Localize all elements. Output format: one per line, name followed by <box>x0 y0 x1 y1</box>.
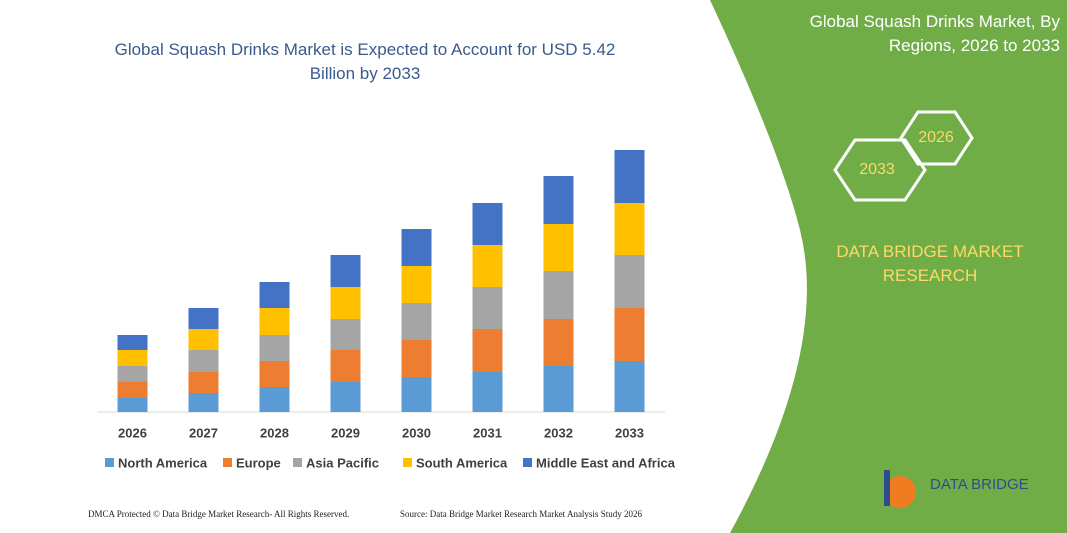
hex-label: 2033 <box>859 161 895 178</box>
bar-segment <box>259 308 290 335</box>
hex-label: 2026 <box>918 129 954 146</box>
legend-label: Middle East and Africa <box>536 455 676 470</box>
logo-icon <box>884 476 916 508</box>
chart-title: Global Squash Drinks Market is Expected … <box>114 40 616 83</box>
bar-segment <box>259 387 290 412</box>
bar-segment <box>472 287 503 329</box>
bar-segment <box>401 266 432 303</box>
bar-segment <box>259 335 290 361</box>
panel-title: Global Squash Drinks Market, By Regions,… <box>809 12 1060 55</box>
panel-bg <box>710 0 1067 533</box>
bar-segment <box>188 372 219 393</box>
bar-segment <box>259 282 290 308</box>
bar-segment <box>472 245 503 287</box>
x-tick-label: 2030 <box>402 425 431 440</box>
bar-segment <box>614 308 645 361</box>
legend-label: South America <box>416 455 508 470</box>
bar-segment <box>330 287 361 319</box>
legend-swatch <box>523 458 532 467</box>
brand-text: DATA BRIDGE MARKET RESEARCH <box>836 242 1024 285</box>
logo-text: DATA BRIDGE <box>930 476 1029 493</box>
bar-segment <box>117 350 148 366</box>
x-tick-label: 2026 <box>118 425 147 440</box>
bar-segment <box>543 319 574 366</box>
bar-segment <box>117 366 148 382</box>
bar-segment <box>330 382 361 412</box>
x-tick-label: 2032 <box>544 425 573 440</box>
bar-segment <box>472 329 503 372</box>
bar-segment <box>401 340 432 377</box>
legend-label: Europe <box>236 455 281 470</box>
x-tick-label: 2033 <box>615 425 644 440</box>
bar-segment <box>543 224 574 271</box>
x-tick-label: 2031 <box>473 425 502 440</box>
bar-segment <box>401 229 432 266</box>
bar-segment <box>330 319 361 350</box>
bar-segment <box>472 372 503 412</box>
bar-segment <box>614 203 645 255</box>
hexagon <box>899 110 974 166</box>
legend-label: North America <box>118 455 208 470</box>
bar-segment <box>401 303 432 340</box>
x-tick-label: 2029 <box>331 425 360 440</box>
logo-icon <box>884 470 890 506</box>
bar-segment <box>543 271 574 319</box>
bar-segment <box>472 203 503 245</box>
bar-segment <box>117 335 148 350</box>
legend-swatch <box>105 458 114 467</box>
bar-segment <box>543 176 574 224</box>
bar-segment <box>614 361 645 412</box>
footer-right: Source: Data Bridge Market Research Mark… <box>400 509 642 519</box>
bar-segment <box>117 398 148 412</box>
bar-segment <box>614 255 645 308</box>
hexagon <box>833 138 927 202</box>
bar-segment <box>614 150 645 203</box>
legend-swatch <box>223 458 232 467</box>
bar-segment <box>188 329 219 350</box>
legend-swatch <box>403 458 412 467</box>
bar-segment <box>117 382 148 398</box>
bar-segment <box>259 361 290 387</box>
bar-segment <box>188 350 219 372</box>
bar-segment <box>188 393 219 412</box>
bar-segment <box>401 377 432 412</box>
legend-swatch <box>293 458 302 467</box>
x-tick-label: 2028 <box>260 425 289 440</box>
footer-left: DMCA Protected © Data Bridge Market Rese… <box>88 509 349 519</box>
x-tick-label: 2027 <box>189 425 218 440</box>
bar-segment <box>330 350 361 382</box>
bar-segment <box>330 255 361 287</box>
bar-segment <box>543 366 574 412</box>
bar-segment <box>188 308 219 329</box>
legend-label: Asia Pacific <box>306 455 379 470</box>
